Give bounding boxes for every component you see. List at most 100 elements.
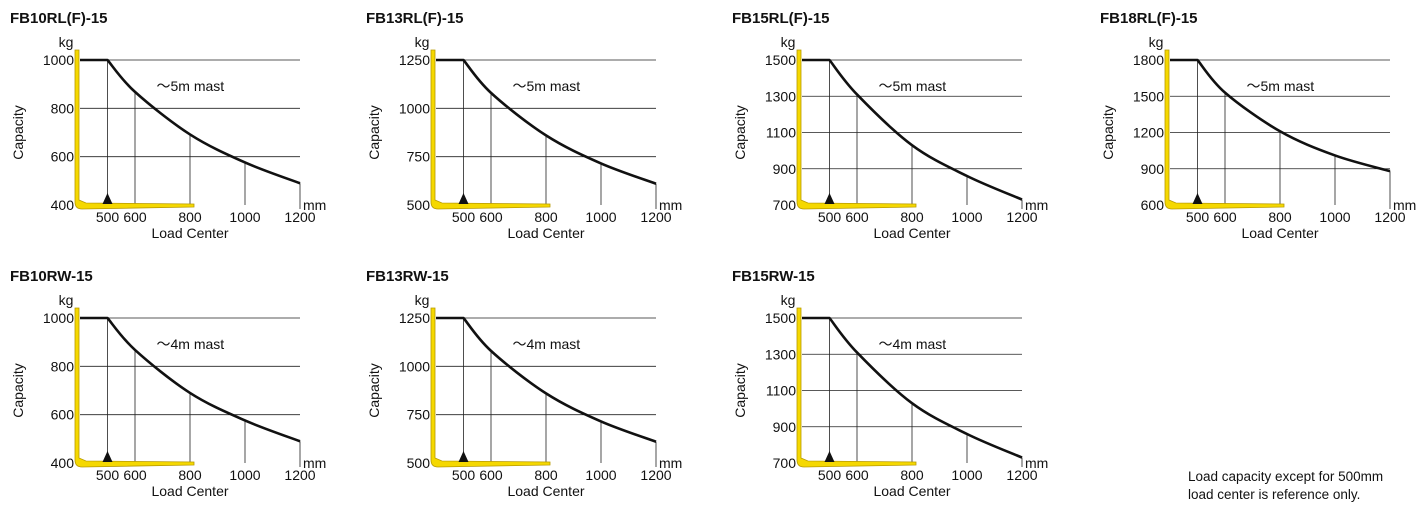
mast-annotation: 〜4m mast	[513, 336, 581, 352]
x-tick-label: 600	[1213, 209, 1237, 225]
chart-title: FB10RW-15	[10, 268, 93, 285]
y-axis-label: Capacity	[10, 105, 26, 159]
fork-shape	[75, 308, 194, 467]
y-unit: kg	[781, 292, 796, 308]
y-tick-label: 1200	[1133, 125, 1164, 141]
load-center-marker	[459, 451, 469, 462]
fork-shape	[1165, 50, 1284, 209]
x-tick-label: 600	[479, 467, 503, 483]
y-tick-label: 750	[407, 149, 431, 165]
y-tick-label: 400	[51, 455, 75, 471]
y-unit: kg	[781, 34, 796, 50]
y-tick-label: 1000	[399, 358, 430, 374]
y-tick-label: 1100	[766, 383, 796, 399]
fork-shape	[797, 308, 916, 467]
y-tick-label: 1800	[1133, 52, 1164, 68]
fork-shape	[75, 50, 194, 209]
x-tick-label: 500	[96, 467, 120, 483]
x-tick-label: 800	[534, 467, 558, 483]
mast-annotation: 〜5m mast	[879, 78, 947, 94]
fork-body	[1165, 50, 1284, 209]
y-axis-label: Capacity	[10, 363, 26, 417]
y-tick-label: 900	[773, 161, 797, 177]
y-tick-label: 600	[51, 149, 75, 165]
mast-annotation: 〜5m mast	[1247, 78, 1315, 94]
x-unit: mm	[659, 197, 682, 213]
fork-shape	[797, 50, 916, 209]
fork-body	[431, 50, 550, 209]
y-tick-label: 1300	[765, 88, 796, 104]
load-center-marker	[459, 193, 469, 204]
y-tick-label: 1500	[1133, 88, 1164, 104]
y-tick-label: 1250	[399, 310, 430, 326]
y-unit: kg	[415, 292, 430, 308]
y-tick-label: 750	[407, 407, 431, 423]
load-center-marker	[103, 193, 113, 204]
x-axis-label: Load Center	[151, 225, 228, 241]
load-center-marker	[1193, 193, 1203, 204]
x-tick-label: 800	[178, 467, 202, 483]
x-unit: mm	[659, 455, 682, 471]
x-tick-label: 800	[900, 467, 924, 483]
x-tick-label: 1000	[229, 209, 260, 225]
y-axis-label: Capacity	[732, 363, 748, 417]
x-unit: mm	[303, 455, 326, 471]
x-tick-label: 800	[1268, 209, 1292, 225]
y-unit: kg	[415, 34, 430, 50]
x-tick-label: 500	[1186, 209, 1210, 225]
y-tick-label: 900	[773, 419, 797, 435]
x-axis-label: Load Center	[1241, 225, 1318, 241]
y-tick-label: 500	[407, 455, 431, 471]
x-tick-label: 500	[452, 209, 476, 225]
x-tick-label: 600	[845, 467, 869, 483]
note-line-2: load center is reference only.	[1188, 486, 1383, 504]
x-tick-label: 800	[900, 209, 924, 225]
y-tick-label: 1100	[766, 125, 796, 141]
x-tick-label: 500	[818, 209, 842, 225]
y-axis-label: Capacity	[366, 105, 382, 159]
load-center-marker	[825, 193, 835, 204]
x-tick-label: 500	[96, 209, 120, 225]
x-tick-label: 800	[534, 209, 558, 225]
y-axis-label: Capacity	[1100, 105, 1116, 159]
x-tick-label: 500	[818, 467, 842, 483]
x-axis-label: Load Center	[507, 225, 584, 241]
x-tick-label: 1000	[585, 209, 616, 225]
y-tick-label: 1000	[43, 310, 74, 326]
x-unit: mm	[303, 197, 326, 213]
x-axis-label: Load Center	[873, 483, 950, 499]
y-tick-label: 800	[51, 100, 75, 116]
fork-shape	[431, 308, 550, 467]
chart-title: FB10RL(F)-15	[10, 10, 108, 27]
x-tick-label: 1000	[951, 467, 982, 483]
x-tick-label: 1000	[229, 467, 260, 483]
x-tick-label: 600	[845, 209, 869, 225]
x-tick-label: 800	[178, 209, 202, 225]
y-tick-label: 1500	[765, 52, 796, 68]
mast-annotation: 〜5m mast	[513, 78, 581, 94]
x-tick-label: 500	[452, 467, 476, 483]
y-unit: kg	[59, 292, 74, 308]
fork-body	[75, 308, 194, 467]
x-tick-label: 600	[479, 209, 503, 225]
y-tick-label: 1300	[765, 346, 796, 362]
y-tick-label: 400	[51, 197, 75, 213]
reference-note: Load capacity except for 500mm load cent…	[1188, 468, 1383, 504]
x-unit: mm	[1393, 197, 1416, 213]
x-axis-label: Load Center	[507, 483, 584, 499]
chart-title: FB15RW-15	[732, 268, 815, 285]
x-tick-label: 1000	[585, 467, 616, 483]
y-tick-label: 1000	[43, 52, 74, 68]
mast-annotation: 〜5m mast	[157, 78, 225, 94]
chart-title: FB13RL(F)-15	[366, 10, 464, 27]
x-tick-label: 600	[123, 209, 147, 225]
y-tick-label: 600	[51, 407, 75, 423]
